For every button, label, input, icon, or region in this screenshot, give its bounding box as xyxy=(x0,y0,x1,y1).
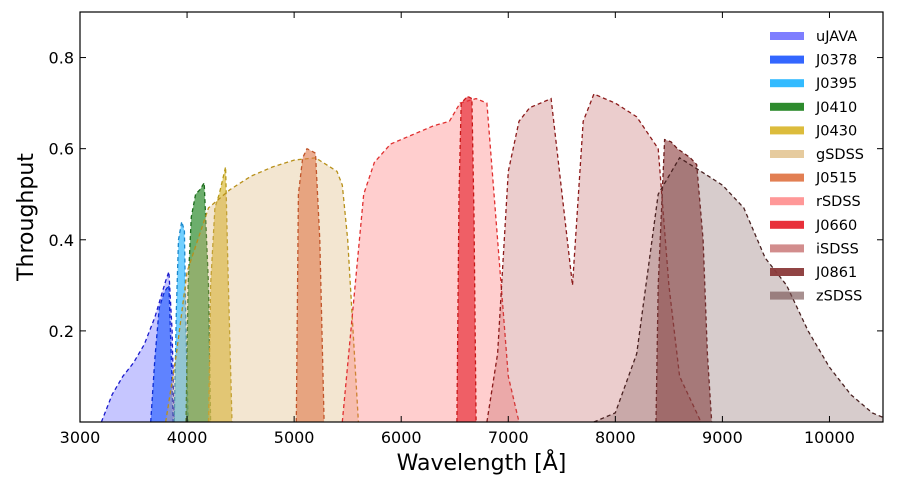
y-tick-label: 0.8 xyxy=(49,49,74,68)
series-fill-J0861 xyxy=(656,139,712,422)
x-tick-label: 9000 xyxy=(702,428,743,447)
series-line-J0410 xyxy=(185,180,212,423)
legend-swatch-J0861 xyxy=(770,268,804,276)
x-tick-label: 6000 xyxy=(381,428,422,447)
legend-swatch-uJAVA xyxy=(770,32,804,40)
legend-label-uJAVA: uJAVA xyxy=(816,29,857,45)
legend-label-J0378: J0378 xyxy=(815,53,857,69)
legend: uJAVA J0378 J0395 J0410 J0430 gSDSS J0515 rSDSS… xyxy=(770,29,864,305)
x-tick-label: 3000 xyxy=(60,428,101,447)
legend-label-J0410: J0410 xyxy=(815,100,857,116)
series-line-zSDSS xyxy=(593,156,884,423)
x-tick-label: 8000 xyxy=(595,428,636,447)
x-axis-label: Wavelength [Å] xyxy=(397,449,567,476)
legend-label-gSDSS: gSDSS xyxy=(816,147,864,163)
series-line-J0378 xyxy=(150,283,174,423)
legend-swatch-rSDSS xyxy=(770,197,804,206)
y-axis-label: Throughput xyxy=(14,153,39,282)
legend-label-J0660: J0660 xyxy=(815,218,857,234)
series-fill-rSDSS xyxy=(342,98,519,422)
legend-label-J0395: J0395 xyxy=(815,76,857,92)
legend-label-rSDSS: rSDSS xyxy=(816,194,861,210)
series-fill-iSDSS xyxy=(486,94,701,422)
legend-label-J0861: J0861 xyxy=(815,265,857,281)
axis-ticks: 3000 4000 5000 6000 7000 8000 9000 10000 0.2 0.4 0… xyxy=(49,12,883,447)
series-fill-zSDSS xyxy=(593,157,883,423)
x-tick-label: 5000 xyxy=(274,428,315,447)
series-fill-J0430 xyxy=(208,166,232,422)
legend-swatch-J0515 xyxy=(770,173,804,182)
series-fill-J0378 xyxy=(150,285,174,422)
legend-label-J0515: J0515 xyxy=(815,171,857,187)
x-tick-label: 4000 xyxy=(167,428,208,447)
series-line-J0395 xyxy=(173,221,189,423)
x-tick-label: 7000 xyxy=(488,428,529,447)
series-line-J0430 xyxy=(207,166,233,423)
legend-label-iSDSS: iSDSS xyxy=(816,241,859,257)
legend-swatch-J0410 xyxy=(770,102,804,111)
legend-swatch-gSDSS xyxy=(770,150,804,158)
legend-swatch-J0378 xyxy=(770,55,804,64)
legend-swatch-J0660 xyxy=(770,220,804,229)
plot-frame xyxy=(79,11,884,423)
series-fill-J0410 xyxy=(186,182,211,422)
series-fill-J0515 xyxy=(296,148,325,422)
y-tick-label: 0.6 xyxy=(49,140,74,159)
legend-label-zSDSS: zSDSS xyxy=(816,289,862,305)
legend-swatch-J0430 xyxy=(770,126,804,135)
legend-label-J0430: J0430 xyxy=(815,123,857,139)
series-line-uJAVA xyxy=(100,271,175,423)
legend-swatch-zSDSS xyxy=(770,291,804,300)
x-tick-label: 10000 xyxy=(804,428,855,447)
legend-swatch-J0395 xyxy=(770,79,804,88)
y-tick-label: 0.4 xyxy=(49,231,74,250)
y-tick-label: 0.2 xyxy=(49,322,74,341)
legend-swatch-iSDSS xyxy=(770,244,804,253)
series-line-gSDSS xyxy=(165,157,360,423)
filter-curves xyxy=(100,93,884,423)
series-line-J0660 xyxy=(456,95,477,423)
series-line-iSDSS xyxy=(486,93,702,423)
series-line-rSDSS xyxy=(341,97,520,423)
series-line-J0515 xyxy=(295,147,325,423)
series-fill-J0660 xyxy=(456,96,477,423)
